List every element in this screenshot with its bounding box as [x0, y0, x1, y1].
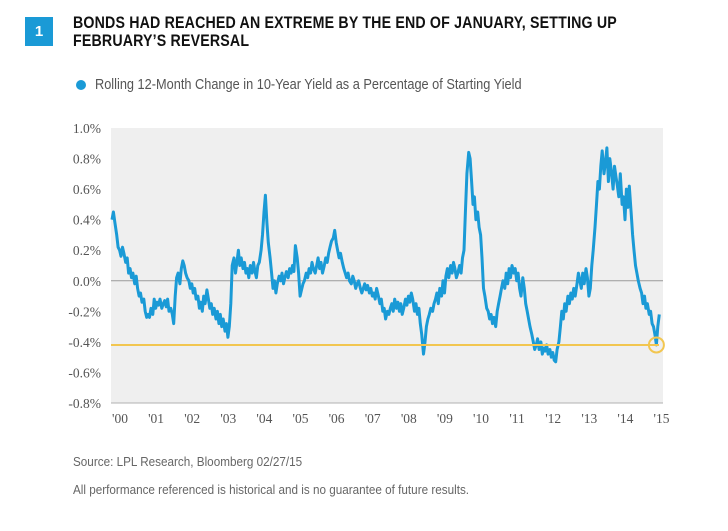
y-tick-label: 1.0% [73, 121, 101, 136]
x-tick-label: '10 [473, 411, 489, 426]
y-tick-label: 0.6% [73, 182, 101, 197]
y-tick-label: 0.8% [73, 152, 101, 167]
chart-title-line-2: FEBRUARY’S REVERSAL [73, 32, 250, 50]
x-tick-label: '06 [329, 411, 345, 426]
x-tick-label: '01 [148, 411, 164, 426]
legend-marker-icon [76, 80, 86, 90]
source-note: Source: LPL Research, Bloomberg 02/27/15 [73, 454, 303, 469]
x-tick-label: '15 [654, 411, 670, 426]
x-tick-label: '11 [509, 411, 524, 426]
x-tick-label: '05 [293, 411, 309, 426]
legend-label: Rolling 12-Month Change in 10-Year Yield… [95, 77, 522, 93]
x-tick-label: '07 [365, 411, 381, 426]
y-tick-label: -0.8% [68, 396, 101, 411]
x-axis-tick-labels: '00 '01 '02 '03 '04 '05 '06 '07 '08 '09 '10 '11 '12 '… [112, 411, 670, 426]
disclaimer: All performance referenced is historical… [73, 482, 470, 497]
x-tick-label: '12 [545, 411, 561, 426]
y-tick-label: 0.2% [73, 243, 101, 258]
figure-number-badge: 1 [25, 17, 53, 46]
y-tick-label: -0.4% [68, 335, 101, 350]
x-tick-label: '03 [220, 411, 236, 426]
y-tick-label: 0.0% [73, 274, 101, 289]
x-tick-label: '09 [437, 411, 453, 426]
x-tick-label: '04 [256, 411, 272, 426]
highlight-circle [647, 336, 665, 354]
plot-background [111, 128, 663, 403]
y-tick-label: -0.6% [68, 365, 101, 380]
y-axis-tick-labels: 1.0% 0.8% 0.6% 0.4% 0.2% 0.0% -0.2% -0.4% -0.6% -… [68, 121, 101, 411]
chart-title: BONDS HAD REACHED AN EXTREME BY THE END … [73, 14, 617, 50]
x-tick-label: '08 [401, 411, 417, 426]
x-tick-label: '14 [617, 411, 633, 426]
series-line [110, 146, 661, 364]
x-tick-label: '13 [581, 411, 597, 426]
x-tick-label: '00 [112, 411, 128, 426]
legend: Rolling 12-Month Change in 10-Year Yield… [76, 77, 580, 93]
chart-title-line-1: BONDS HAD REACHED AN EXTREME BY THE END … [73, 14, 617, 32]
y-tick-label: 0.4% [73, 213, 101, 228]
x-tick-label: '02 [184, 411, 200, 426]
y-tick-label: -0.2% [68, 304, 101, 319]
